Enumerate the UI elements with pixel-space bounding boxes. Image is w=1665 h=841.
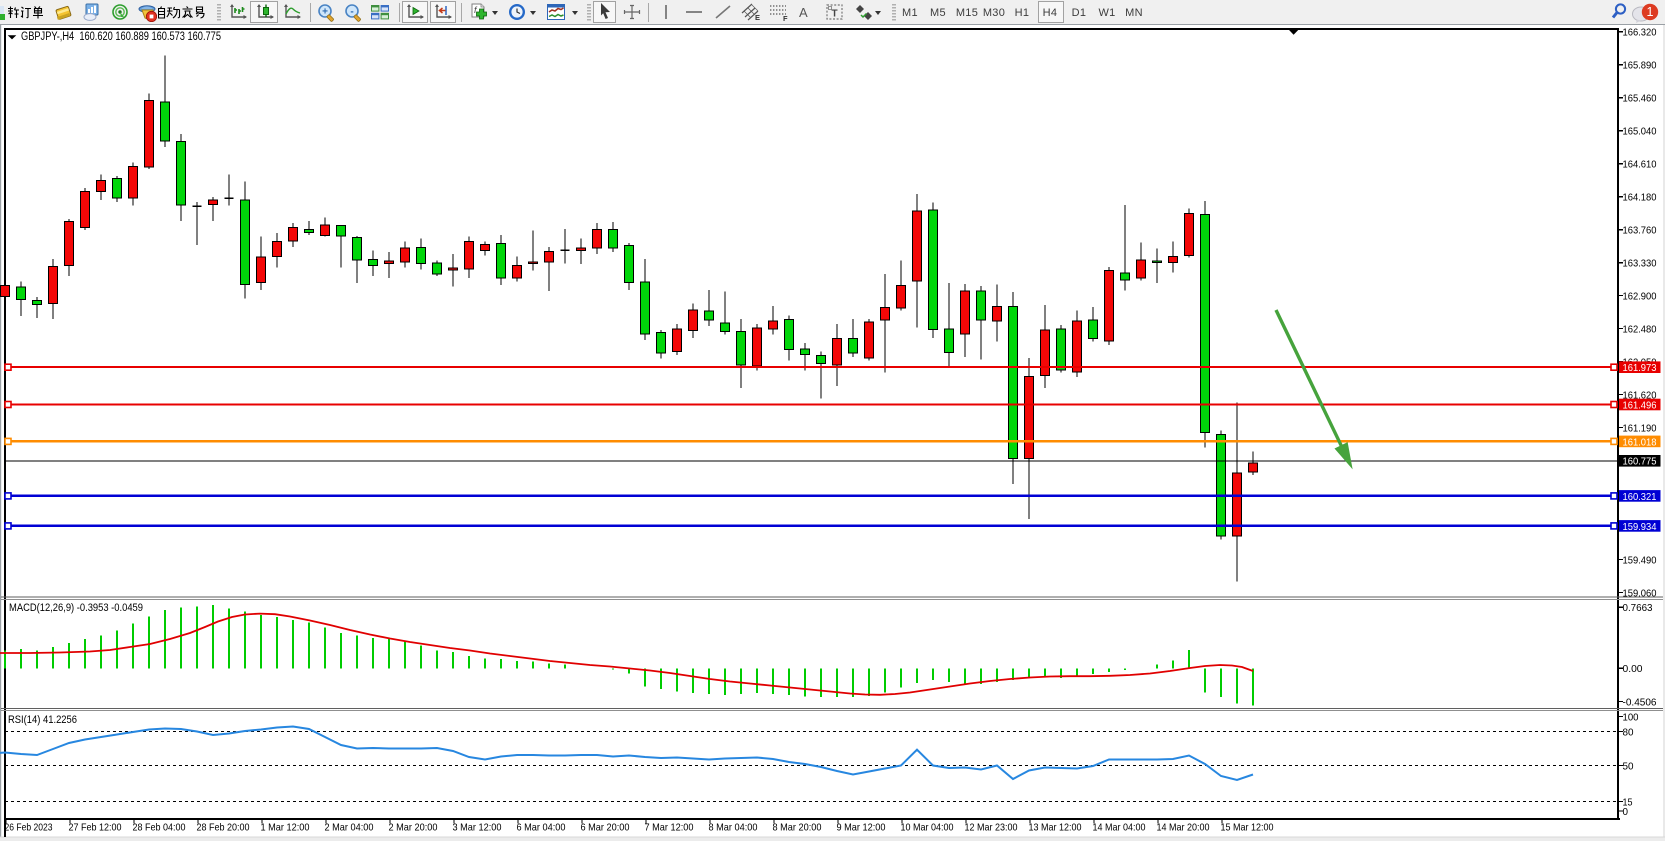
svg-text:f: f — [474, 5, 478, 15]
svg-text:3 Mar 12:00: 3 Mar 12:00 — [453, 822, 502, 834]
svg-text:161.018: 161.018 — [1623, 436, 1657, 448]
svg-text:164.610: 164.610 — [1623, 159, 1657, 171]
svg-text:162.900: 162.900 — [1623, 291, 1657, 303]
svg-text:14 Mar 20:00: 14 Mar 20:00 — [1157, 822, 1210, 834]
svg-text:-0.4506: -0.4506 — [1623, 696, 1657, 708]
svg-text:26 Feb 2023: 26 Feb 2023 — [5, 822, 53, 834]
svg-text:GBPJPY-,H4 160.620 160.889 16: GBPJPY-,H4 160.620 160.889 160.573 160.7… — [21, 31, 221, 43]
svg-text:164.180: 164.180 — [1623, 192, 1657, 204]
svg-text:15: 15 — [1623, 796, 1633, 808]
svg-text:1 Mar 12:00: 1 Mar 12:00 — [261, 822, 310, 834]
svg-text:E: E — [755, 13, 760, 22]
svg-text:2 Mar 04:00: 2 Mar 04:00 — [325, 822, 374, 834]
svg-text:28 Feb 04:00: 28 Feb 04:00 — [133, 822, 186, 834]
svg-text:6 Mar 04:00: 6 Mar 04:00 — [517, 822, 566, 834]
svg-text:6 Mar 20:00: 6 Mar 20:00 — [581, 822, 630, 834]
svg-text:12 Mar 23:00: 12 Mar 23:00 — [965, 822, 1018, 834]
svg-text:161.620: 161.620 — [1623, 390, 1657, 402]
svg-text:166.320: 166.320 — [1623, 27, 1657, 39]
svg-text:MACD(12,26,9) -0.3953 -0.0459: MACD(12,26,9) -0.3953 -0.0459 — [9, 602, 143, 614]
svg-text:0: 0 — [1623, 806, 1629, 818]
svg-text:27 Feb 12:00: 27 Feb 12:00 — [69, 822, 122, 834]
svg-text:159.490: 159.490 — [1623, 554, 1657, 566]
svg-text:163.330: 163.330 — [1623, 258, 1657, 270]
svg-text:159.060: 159.060 — [1623, 587, 1657, 599]
svg-text:8 Mar 04:00: 8 Mar 04:00 — [709, 822, 758, 834]
svg-text:2 Mar 20:00: 2 Mar 20:00 — [389, 822, 438, 834]
svg-text:F: F — [783, 14, 788, 22]
svg-text:162.480: 162.480 — [1623, 324, 1657, 336]
svg-text:+: + — [322, 7, 328, 18]
svg-text:161.190: 161.190 — [1623, 423, 1657, 435]
svg-text:160.775: 160.775 — [1623, 456, 1657, 468]
svg-text:165.460: 165.460 — [1623, 93, 1657, 105]
svg-text:1: 1 — [1647, 5, 1654, 19]
svg-text:13 Mar 12:00: 13 Mar 12:00 — [1029, 822, 1082, 834]
svg-text:15 Mar 12:00: 15 Mar 12:00 — [1221, 822, 1274, 834]
svg-text:161.496: 161.496 — [1623, 399, 1657, 411]
svg-text:0.7663: 0.7663 — [1623, 602, 1653, 614]
svg-text:14 Mar 04:00: 14 Mar 04:00 — [1093, 822, 1146, 834]
svg-text:-: - — [350, 7, 353, 18]
svg-text:165.040: 165.040 — [1623, 126, 1657, 138]
svg-text:161.973: 161.973 — [1623, 362, 1657, 374]
svg-text:28 Feb 20:00: 28 Feb 20:00 — [197, 822, 250, 834]
svg-text:10 Mar 04:00: 10 Mar 04:00 — [901, 822, 954, 834]
svg-text:T: T — [831, 9, 837, 20]
svg-text:8 Mar 20:00: 8 Mar 20:00 — [773, 822, 822, 834]
svg-text:50: 50 — [1623, 760, 1634, 772]
svg-text:160.321: 160.321 — [1623, 491, 1657, 503]
svg-text:100: 100 — [1623, 711, 1639, 723]
svg-text:7 Mar 12:00: 7 Mar 12:00 — [645, 822, 694, 834]
svg-text:159.934: 159.934 — [1623, 521, 1657, 533]
svg-text:80: 80 — [1623, 726, 1634, 738]
svg-text:165.890: 165.890 — [1623, 60, 1657, 72]
svg-text:9 Mar 12:00: 9 Mar 12:00 — [837, 822, 886, 834]
svg-text:RSI(14) 41.2256: RSI(14) 41.2256 — [8, 714, 77, 726]
svg-text:163.760: 163.760 — [1623, 225, 1657, 237]
svg-text:0.00: 0.00 — [1623, 663, 1643, 675]
